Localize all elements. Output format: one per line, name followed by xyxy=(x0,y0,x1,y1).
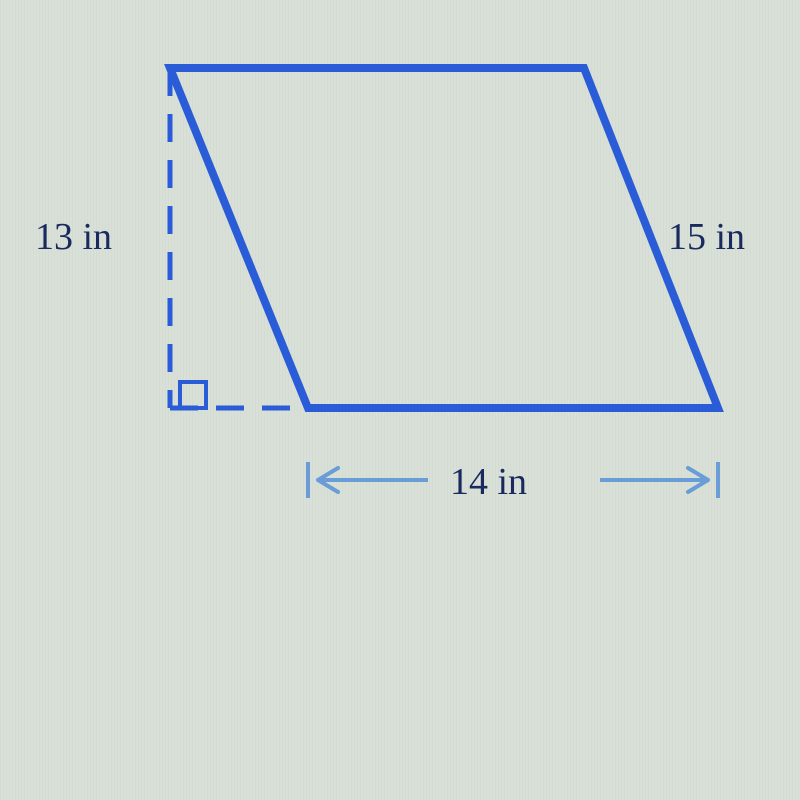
parallelogram-diagram: 13 in 15 in 14 in xyxy=(0,0,800,800)
base-label: 14 in xyxy=(450,460,527,504)
diagram-svg xyxy=(0,0,800,800)
parallelogram-shape xyxy=(170,68,718,408)
right-angle-marker xyxy=(180,382,206,408)
side-label: 15 in xyxy=(668,215,745,259)
height-label: 13 in xyxy=(35,215,112,259)
